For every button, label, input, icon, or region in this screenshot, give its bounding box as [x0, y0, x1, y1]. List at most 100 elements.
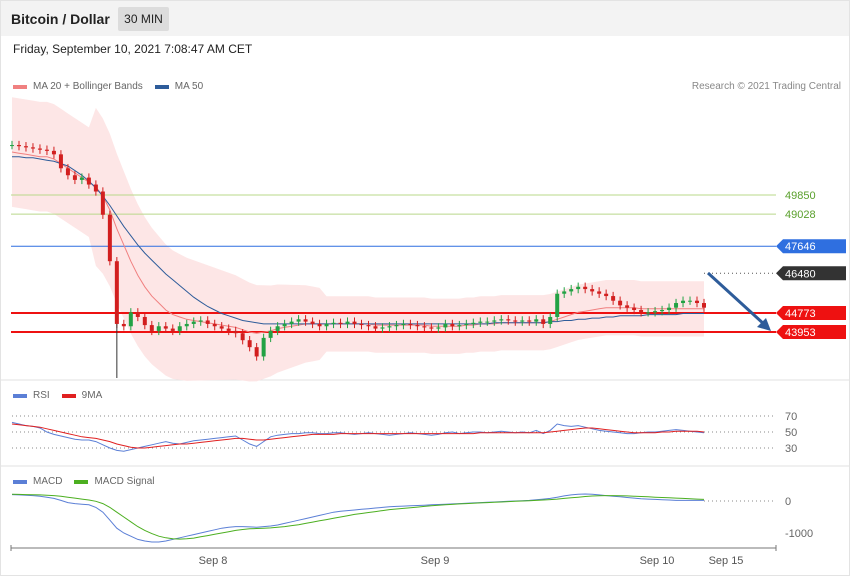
candle-body [415, 325, 420, 327]
candle-body [72, 175, 77, 180]
timeframe-button[interactable]: 30 MIN [118, 7, 169, 31]
candle-body [44, 149, 49, 151]
x-axis-label: Sep 10 [640, 555, 675, 567]
legend-label: MA 20 + Bollinger Bands [33, 81, 143, 92]
candle-body [555, 293, 560, 317]
legend-ma50: MA 50 [154, 81, 203, 92]
candle-body [527, 320, 532, 322]
pivot-tag [776, 239, 846, 254]
candle-body [324, 323, 329, 327]
rsi-legend: RSI 9MA [13, 390, 114, 401]
candle-body [485, 321, 490, 323]
legend-ma20-bollinger: MA 20 + Bollinger Bands [13, 81, 143, 92]
candle-body [226, 328, 231, 331]
macd-line [11, 493, 704, 543]
candle-body [541, 319, 546, 324]
candle-body [688, 300, 693, 302]
candle-body [576, 286, 581, 290]
candle-body [422, 326, 427, 328]
candle-body [86, 177, 91, 185]
candle-body [156, 326, 161, 331]
candle-body [310, 321, 315, 324]
candle-body [387, 326, 392, 328]
candle-body [653, 311, 658, 313]
legend-label: RSI [33, 390, 50, 401]
resistance-label: 49850 [785, 190, 816, 202]
x-axis-label: Sep 15 [709, 555, 744, 567]
candle-body [590, 289, 595, 292]
candle-body [443, 323, 448, 328]
candle-body [429, 327, 434, 329]
candle-body [23, 146, 28, 148]
candle-body [254, 347, 259, 357]
candle-body [177, 326, 182, 331]
candle-body [534, 319, 539, 322]
rsi-level-label: 70 [785, 411, 797, 423]
macd-legend: MACD MACD Signal [13, 476, 166, 487]
candle-body [450, 323, 455, 327]
candle-body [135, 312, 140, 317]
candle-body [569, 289, 574, 292]
candle-body [597, 291, 602, 294]
candle-body [275, 326, 280, 331]
candle-body [478, 321, 483, 323]
credit-text: Research © 2021 Trading Central [691, 81, 841, 92]
candle-body [373, 326, 378, 329]
rsi-ma-line [11, 423, 705, 449]
support-label: 44773 [785, 308, 816, 320]
candle-body [121, 323, 126, 327]
candle-body [247, 340, 252, 348]
pivot-label: 47646 [785, 241, 816, 253]
legend-label: MACD [33, 476, 63, 487]
candle-body [37, 148, 42, 150]
chart-datetime: Friday, September 10, 2021 7:08:47 AM CE… [13, 42, 253, 56]
forecast-arrowhead-icon [757, 318, 771, 331]
candle-body [667, 307, 672, 310]
last-price-label: 46480 [785, 268, 816, 280]
candle-body [128, 312, 133, 327]
candle-body [604, 293, 609, 297]
legend-rsi-ma: 9MA [61, 390, 103, 401]
rsi-level-label: 30 [785, 443, 797, 455]
x-axis-label: Sep 9 [421, 555, 450, 567]
candle-body [583, 286, 588, 290]
candle-body [408, 323, 413, 326]
bollinger-band-area [12, 97, 704, 382]
x-axis-label: Sep 8 [199, 555, 228, 567]
resistance-label: 49028 [785, 209, 816, 221]
candle-body [352, 321, 357, 324]
candle-body [170, 328, 175, 331]
candle-body [506, 319, 511, 321]
candle-body [499, 319, 504, 321]
legend-label: 9MA [81, 390, 103, 401]
legend-swatch-icon [13, 479, 27, 484]
candle-body [681, 300, 686, 304]
price-legend: MA 20 + Bollinger Bands MA 50 [13, 81, 215, 92]
candle-body [198, 320, 203, 322]
candle-body [331, 322, 336, 324]
candle-body [142, 316, 147, 326]
legend-macd: MACD [13, 476, 62, 487]
candle-body [163, 326, 168, 329]
candle-body [520, 320, 525, 322]
last-price-tag [776, 266, 846, 281]
candle-body [380, 327, 385, 329]
candle-body [205, 320, 210, 324]
candle-body [107, 214, 112, 262]
macd-signal-line [11, 493, 705, 540]
candle-body [625, 305, 630, 308]
candle-body [702, 303, 706, 308]
support-label: 43953 [785, 327, 816, 339]
candle-body [464, 323, 469, 326]
candle-body [30, 147, 35, 149]
candle-body [562, 291, 567, 294]
candle-body [233, 330, 238, 334]
candle-body [282, 323, 287, 327]
candle-body [10, 145, 14, 147]
candle-body [359, 323, 364, 326]
legend-swatch-icon [74, 479, 89, 484]
candle-body [513, 320, 518, 322]
candle-body [79, 177, 84, 180]
candle-body [394, 325, 399, 327]
